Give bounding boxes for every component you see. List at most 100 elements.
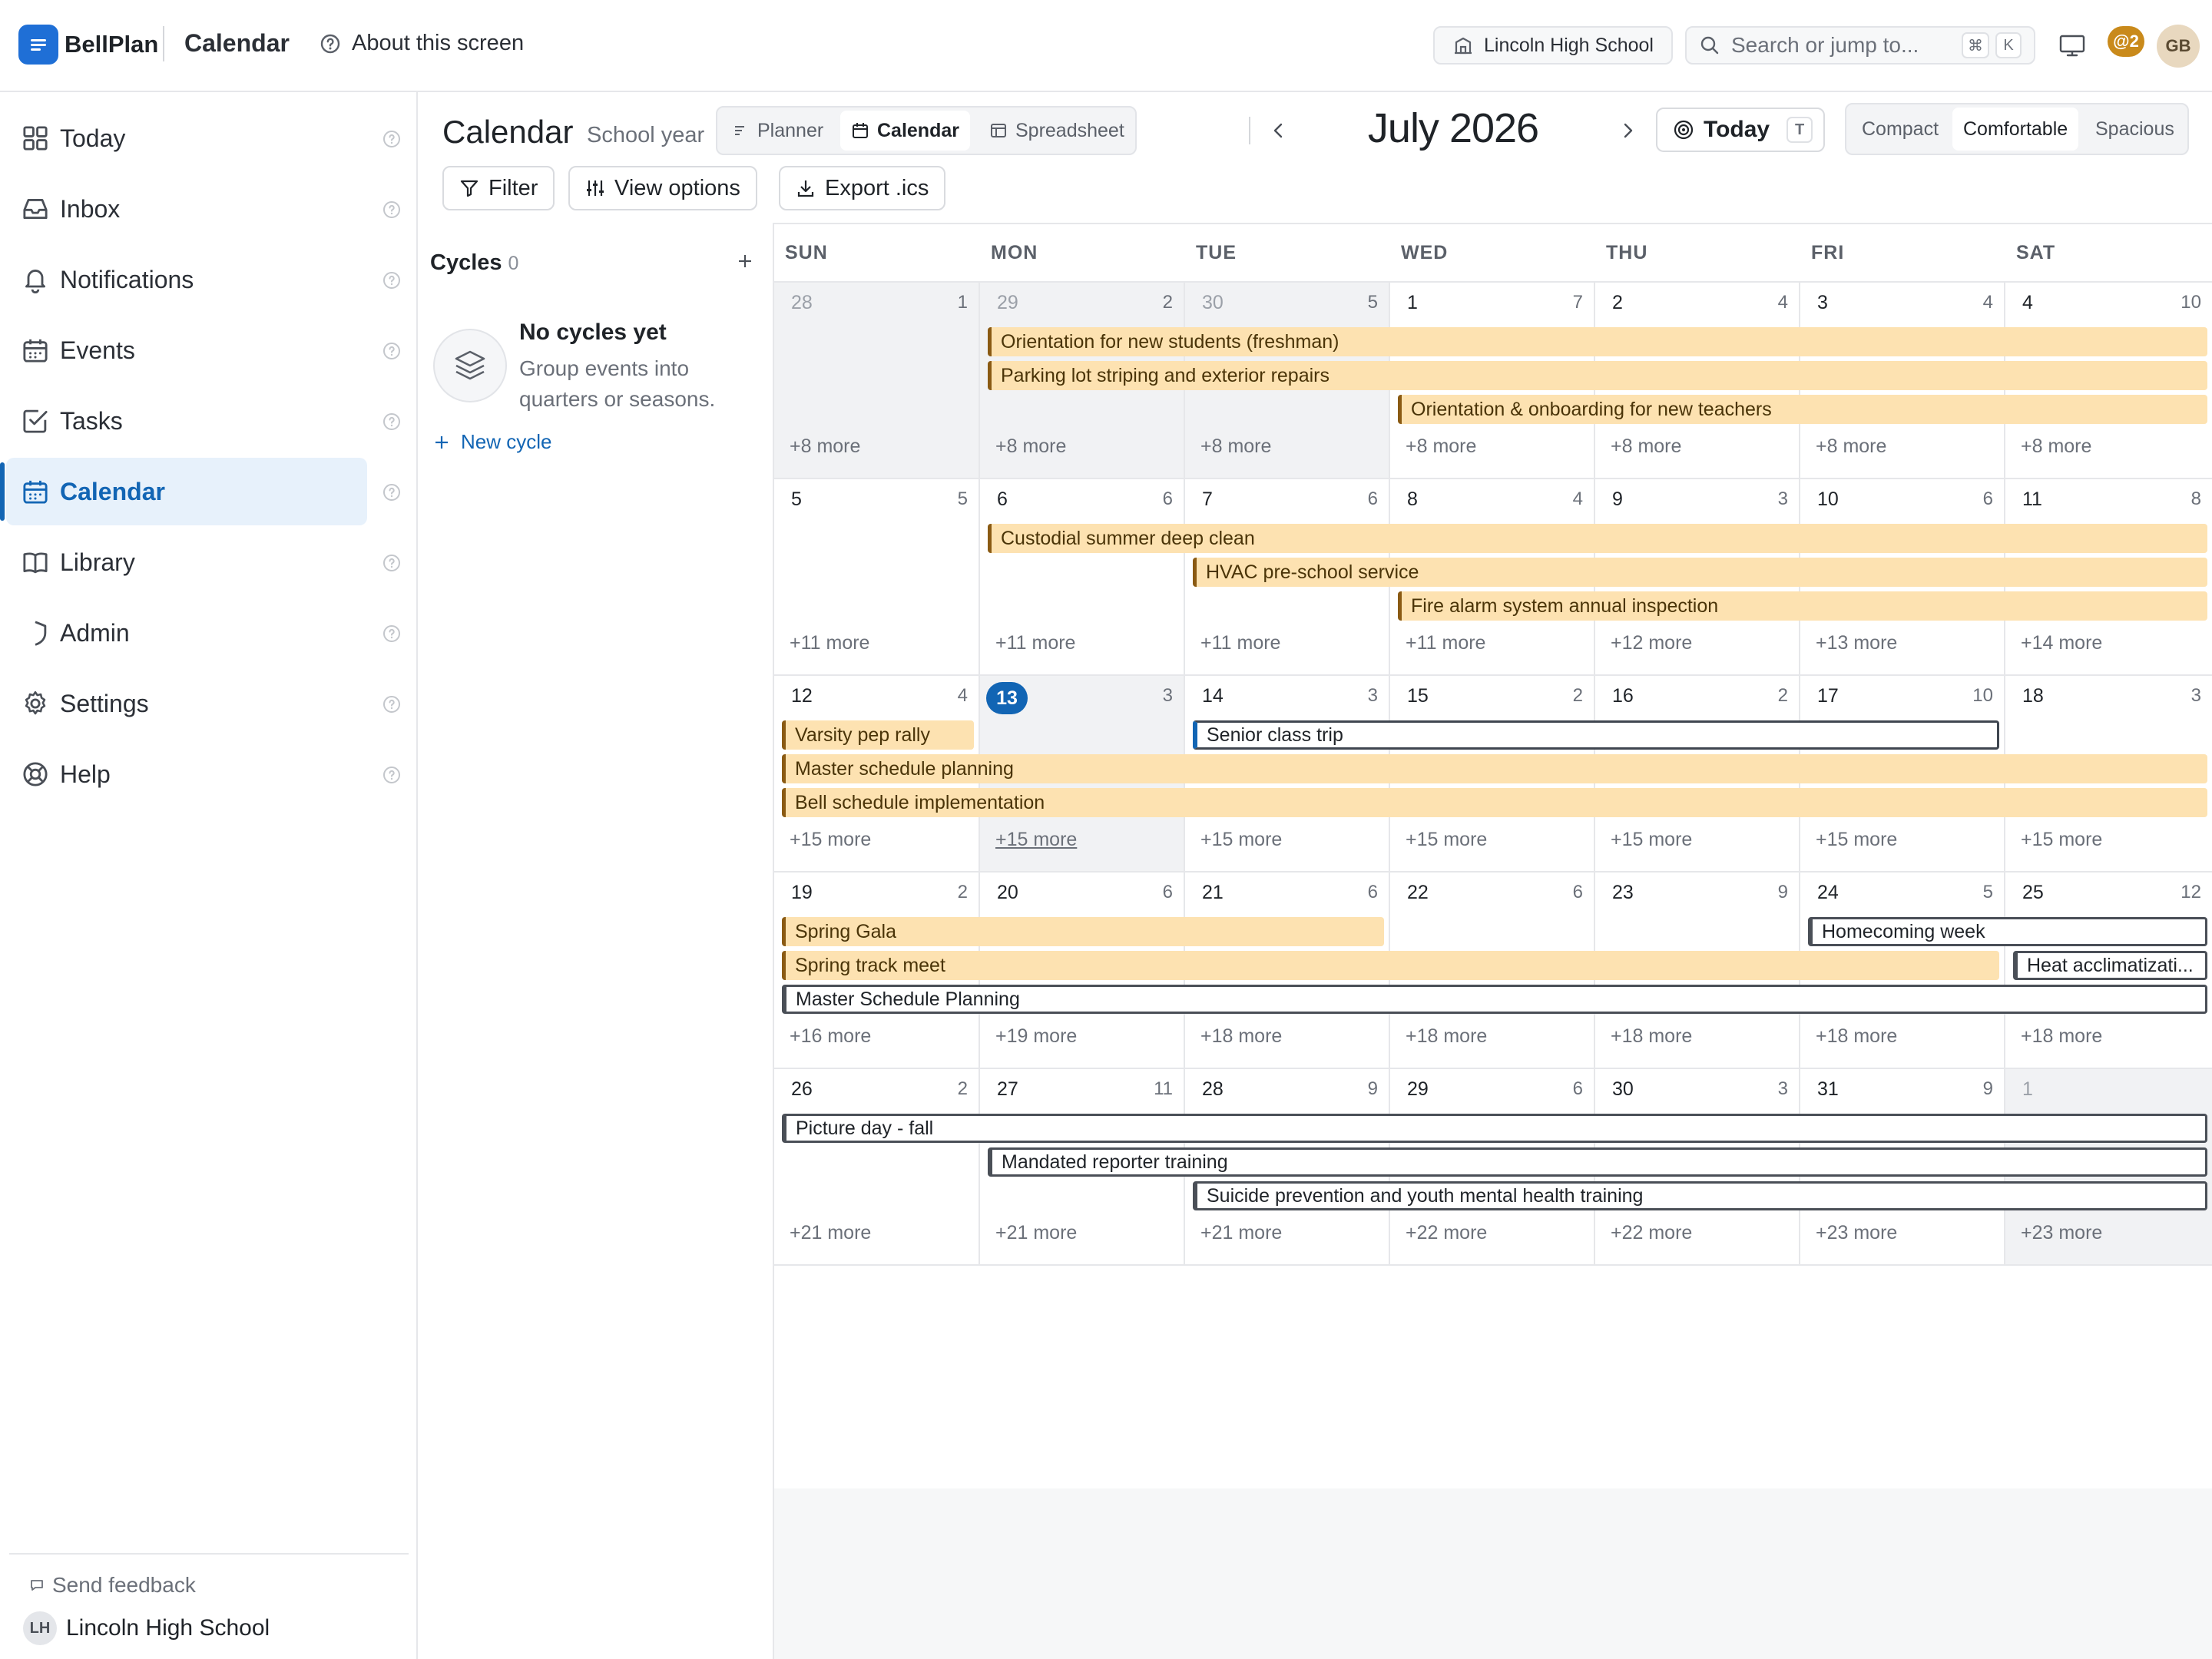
prev-month-button[interactable] [1260, 114, 1298, 147]
more-events-link[interactable]: +14 more [2021, 632, 2103, 654]
more-events-link[interactable]: +11 more [790, 632, 870, 654]
day-cell[interactable]: 28 1 +8 more [774, 283, 980, 479]
view-spreadsheet-button[interactable]: Spreadsheet [979, 111, 1135, 151]
more-events-link[interactable]: +15 more [1611, 829, 1693, 850]
event-bar[interactable]: Homecoming week [1808, 917, 2207, 946]
filter-button[interactable]: Filter [442, 166, 555, 210]
event-bar[interactable]: Senior class trip [1193, 720, 1999, 750]
info-circle-icon[interactable] [381, 693, 402, 721]
school-switcher[interactable]: Lincoln High School [1433, 26, 1673, 65]
more-events-link[interactable]: +8 more [790, 435, 861, 457]
more-events-link[interactable]: +22 more [1611, 1222, 1693, 1243]
user-avatar[interactable]: GB [2157, 25, 2200, 68]
info-circle-icon[interactable] [381, 763, 402, 792]
more-events-link[interactable]: +11 more [995, 632, 1076, 654]
event-bar[interactable]: Master schedule planning [782, 754, 2207, 783]
more-events-link[interactable]: +11 more [1406, 632, 1486, 654]
day-cell[interactable]: 5 5 +11 more [774, 479, 980, 676]
view-planner-button[interactable]: Planner [722, 111, 834, 151]
density-compact-button[interactable]: Compact [1862, 118, 1939, 140]
density-spacious-button[interactable]: Spacious [2095, 118, 2174, 140]
more-events-link[interactable]: +18 more [1200, 1025, 1283, 1047]
send-feedback-link[interactable]: Send feedback [29, 1573, 196, 1598]
event-bar[interactable]: Picture day - fall [782, 1114, 2207, 1143]
new-cycle-button[interactable]: New cycle [433, 430, 551, 454]
add-cycle-button[interactable] [730, 246, 760, 276]
sidebar-item-tasks[interactable]: Tasks [6, 387, 400, 455]
sidebar-item-library[interactable]: Library [6, 528, 400, 596]
info-circle-icon[interactable] [381, 339, 402, 368]
more-events-link[interactable]: +16 more [790, 1025, 872, 1047]
sidebar-item-inbox[interactable]: Inbox [6, 175, 400, 243]
more-events-link[interactable]: +15 more [995, 829, 1078, 850]
more-events-link[interactable]: +8 more [1406, 435, 1477, 457]
day-cell[interactable]: 6 6 +11 more [980, 479, 1185, 676]
event-bar[interactable]: Parking lot striping and exterior repair… [988, 361, 2207, 390]
info-circle-icon[interactable] [381, 622, 402, 651]
event-bar[interactable]: Suicide prevention and youth mental heal… [1193, 1181, 2207, 1210]
event-bar[interactable]: Fire alarm system annual inspection [1398, 591, 2207, 621]
mentions-badge[interactable]: @2 [2108, 26, 2144, 57]
more-events-link[interactable]: +22 more [1406, 1222, 1488, 1243]
more-events-link[interactable]: +23 more [1816, 1222, 1898, 1243]
event-bar[interactable]: Custodial summer deep clean [988, 524, 2207, 553]
more-events-link[interactable]: +15 more [1816, 829, 1898, 850]
view-options-button[interactable]: View options [568, 166, 757, 210]
event-bar[interactable]: Spring Gala [782, 917, 1384, 946]
sidebar-item-events[interactable]: Events [6, 316, 400, 384]
display-mode-button[interactable] [2055, 31, 2089, 61]
export-ics-button[interactable]: Export .ics [779, 166, 946, 210]
more-events-link[interactable]: +18 more [1406, 1025, 1488, 1047]
more-events-link[interactable]: +15 more [1406, 829, 1488, 850]
event-bar[interactable]: Orientation for new students (freshman) [988, 327, 2207, 356]
more-events-link[interactable]: +18 more [1816, 1025, 1898, 1047]
more-events-link[interactable]: +18 more [1611, 1025, 1693, 1047]
event-bar[interactable]: Varsity pep rally [782, 720, 974, 750]
today-button[interactable]: Today T [1656, 108, 1825, 152]
event-bar[interactable]: Heat acclimatizati... [2013, 951, 2207, 980]
app-logo[interactable] [18, 25, 58, 65]
info-circle-icon[interactable] [381, 269, 402, 297]
more-events-link[interactable]: +8 more [2021, 435, 2092, 457]
info-circle-icon[interactable] [381, 481, 402, 509]
more-events-link[interactable]: +13 more [1816, 632, 1898, 654]
sidebar-item-today[interactable]: Today [6, 104, 400, 172]
more-events-link[interactable]: +8 more [1200, 435, 1272, 457]
sidebar-item-help[interactable]: Help [6, 740, 400, 808]
more-events-link[interactable]: +15 more [790, 829, 872, 850]
more-events-link[interactable]: +21 more [790, 1222, 872, 1243]
more-events-link[interactable]: +15 more [1200, 829, 1283, 850]
search-input[interactable]: Search or jump to... ⌘ K [1685, 26, 2035, 65]
event-bar[interactable]: Orientation & onboarding for new teacher… [1398, 395, 2207, 424]
density-comfortable-button[interactable]: Comfortable [1952, 108, 2079, 151]
more-events-link[interactable]: +12 more [1611, 632, 1693, 654]
info-circle-icon[interactable] [381, 198, 402, 227]
more-events-link[interactable]: +23 more [2021, 1222, 2103, 1243]
sidebar-item-calendar[interactable]: Calendar [0, 458, 400, 525]
more-events-link[interactable]: +19 more [995, 1025, 1078, 1047]
about-screen-button[interactable]: About this screen [320, 31, 524, 56]
info-circle-icon[interactable] [381, 410, 402, 439]
workspace-switcher[interactable]: LH Lincoln High School [23, 1611, 270, 1645]
info-circle-icon[interactable] [381, 551, 402, 580]
more-events-link[interactable]: +21 more [995, 1222, 1078, 1243]
more-events-link[interactable]: +8 more [1611, 435, 1682, 457]
sidebar-item-admin[interactable]: Admin [6, 599, 400, 667]
more-events-link[interactable]: +11 more [1200, 632, 1281, 654]
event-bar[interactable]: Spring track meet [782, 951, 1999, 980]
info-circle-icon[interactable] [381, 127, 402, 156]
event-bar[interactable]: Master Schedule Planning [782, 985, 2207, 1014]
more-events-link[interactable]: +8 more [1816, 435, 1887, 457]
sidebar-item-notifications[interactable]: Notifications [6, 246, 400, 313]
more-events-link[interactable]: +15 more [2021, 829, 2103, 850]
event-bar[interactable]: Mandated reporter training [988, 1147, 2207, 1177]
event-bar[interactable]: HVAC pre-school service [1193, 558, 2207, 587]
brand-name[interactable]: BellPlan [65, 31, 159, 58]
more-events-link[interactable]: +8 more [995, 435, 1067, 457]
more-events-link[interactable]: +18 more [2021, 1025, 2103, 1047]
more-events-link[interactable]: +21 more [1200, 1222, 1283, 1243]
event-bar[interactable]: Bell schedule implementation [782, 788, 2207, 817]
sidebar-item-settings[interactable]: Settings [6, 670, 400, 737]
view-calendar-button[interactable]: Calendar [840, 111, 970, 151]
day-cell[interactable]: 26 2 +21 more [774, 1069, 980, 1266]
